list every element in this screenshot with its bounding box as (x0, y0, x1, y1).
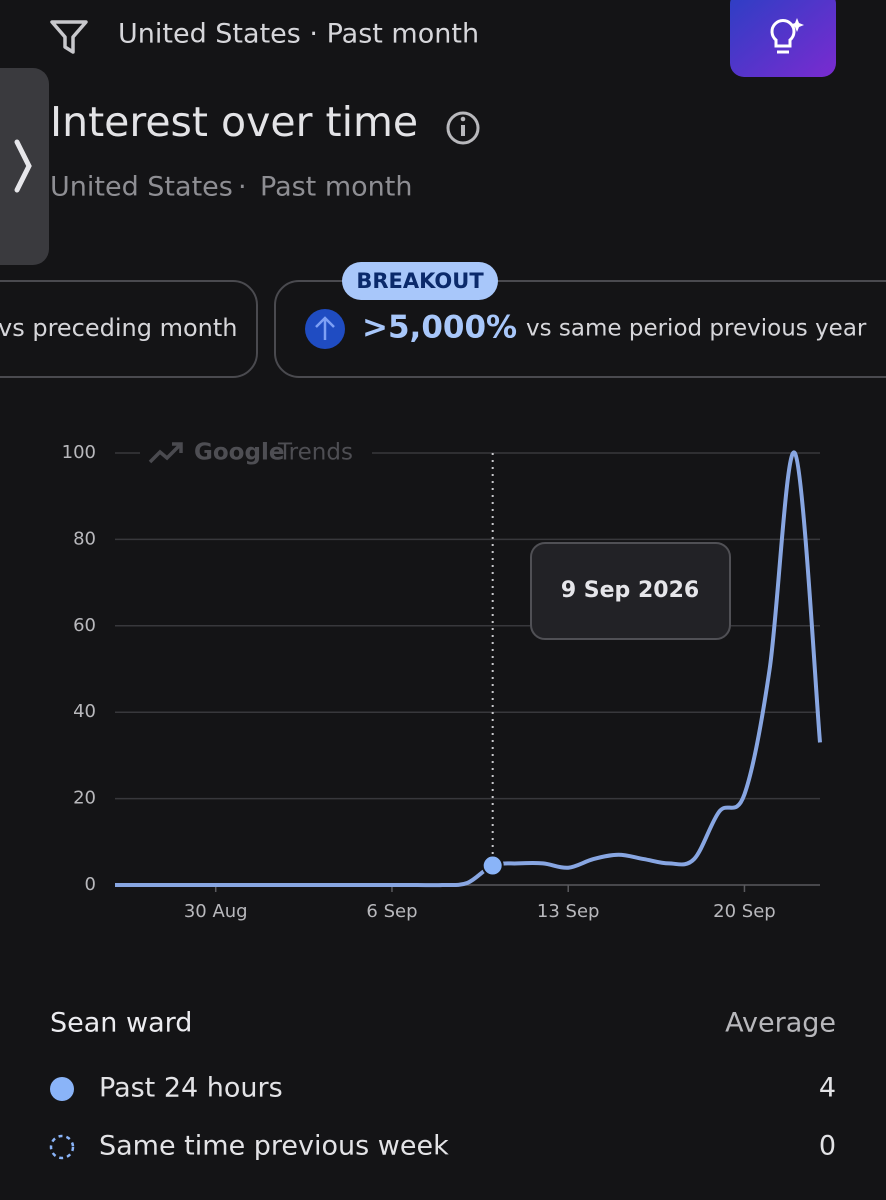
separator: · (238, 172, 247, 203)
card (0, 280, 258, 378)
watermark-brand: Google (194, 440, 284, 466)
chevron (14, 139, 32, 193)
watermark-product: Trends (277, 440, 353, 466)
region: United States (50, 172, 233, 203)
x-tick-label: 13 Sep (537, 901, 600, 922)
y-tick-label: 100 (62, 442, 96, 463)
filter-text[interactable]: United States · Past month (118, 19, 479, 50)
card (274, 280, 886, 378)
x-tick-label: 30 Aug (184, 901, 248, 922)
legend-value: 0 (819, 1131, 836, 1162)
legend-column: Average (725, 1008, 836, 1039)
badge (342, 262, 498, 300)
up-arrow (315, 316, 335, 340)
card-text: vs preceding month (0, 314, 238, 342)
y-tick-label: 40 (73, 701, 96, 722)
y-tick-label: 20 (73, 788, 96, 809)
card-value: >5,000% (362, 310, 517, 346)
legend-label: Same time previous week (99, 1131, 449, 1162)
series-line (114, 450, 822, 888)
x-tick-label: 20 Sep (713, 901, 776, 922)
card-text: vs same period previous year (526, 316, 867, 342)
highlight-point (481, 854, 504, 877)
bulb-icon (770, 18, 804, 54)
period: Past month (260, 172, 412, 203)
watermark-icon (148, 442, 183, 464)
badge-text: BREAKOUT (356, 269, 484, 293)
insights-button[interactable] (730, 0, 836, 77)
section-title: Interest over time (50, 98, 418, 146)
legend-term: Sean ward (50, 1008, 192, 1039)
y-tick-label: 60 (73, 615, 96, 636)
legend-value: 4 (819, 1073, 836, 1104)
info-icon-bar (461, 125, 465, 136)
legend-label: Past 24 hours (99, 1073, 283, 1104)
x-tick-label: 6 Sep (366, 901, 417, 922)
side-tab[interactable] (0, 68, 49, 265)
tooltip (530, 542, 731, 640)
legend-dot-dashed (49, 1134, 75, 1160)
tooltip-text: 9 Sep 2026 (561, 578, 699, 603)
filter-icon[interactable] (50, 20, 88, 54)
legend-dot (50, 1077, 74, 1101)
info-icon[interactable] (446, 111, 480, 145)
y-tick-label: 0 (85, 874, 96, 895)
y-tick-label: 80 (73, 528, 96, 549)
info-icon-dot (460, 116, 466, 122)
